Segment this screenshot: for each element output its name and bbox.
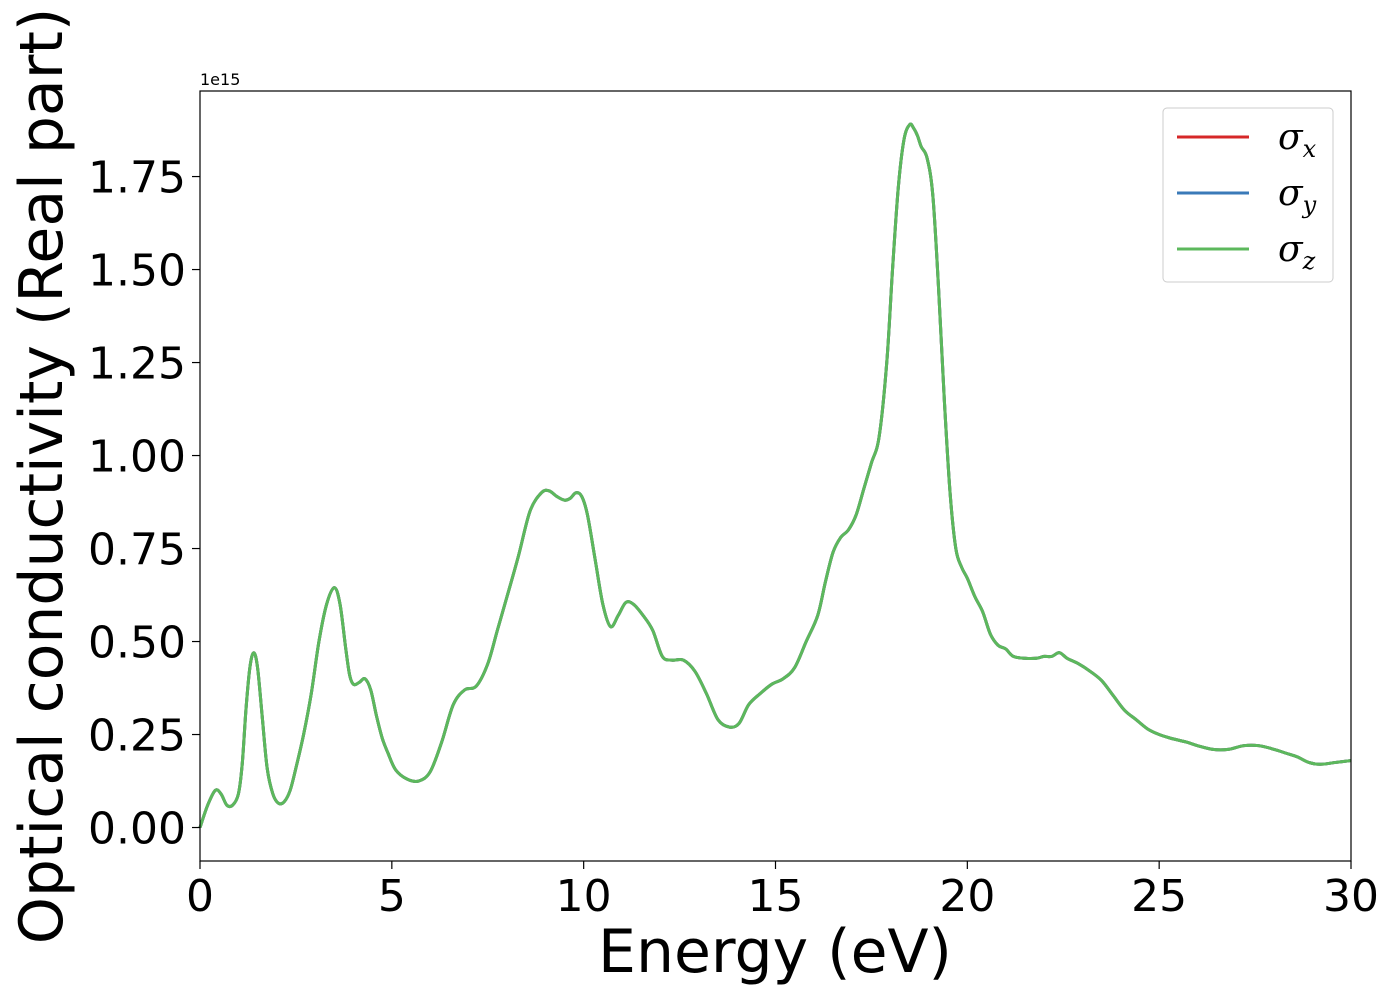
- x-tick-label: 20: [939, 871, 995, 922]
- y-offset-text: 1e15: [200, 70, 240, 89]
- x-tick-label: 25: [1131, 871, 1187, 922]
- legend-label-sigma-z: σz: [1278, 229, 1316, 275]
- legend-label-subscript: y: [1302, 191, 1317, 219]
- x-tick-label: 10: [556, 871, 612, 922]
- x-tick-label: 5: [378, 871, 406, 922]
- series-line-sigma-z: [198, 122, 1352, 829]
- x-tick-label: 0: [186, 871, 214, 922]
- y-tick-label: 1.75: [88, 153, 186, 204]
- x-axis: 0 5 10 15 20 25 30: [186, 861, 1379, 922]
- legend-label-sigma-y: σy: [1278, 173, 1317, 219]
- legend-label-subscript: z: [1302, 247, 1316, 275]
- legend-label-symbol: σ: [1278, 173, 1304, 214]
- y-axis: 0.00 0.25 0.50 0.75 1.00 1.25 1.50 1.75: [88, 153, 200, 855]
- x-tick-label: 30: [1323, 871, 1379, 922]
- legend-label-sigma-x: σx: [1278, 117, 1317, 163]
- y-tick-label: 1.00: [88, 432, 186, 483]
- y-tick-label: 0.50: [88, 618, 186, 669]
- y-tick-label: 0.75: [88, 525, 186, 576]
- y-tick-label: 0.00: [88, 804, 186, 855]
- legend-box: [1162, 107, 1334, 283]
- y-tick-label: 1.50: [88, 246, 186, 297]
- y-tick-label: 1.25: [88, 339, 186, 390]
- series-layer: [198, 122, 1352, 829]
- x-tick-label: 15: [748, 871, 804, 922]
- y-axis-title: Optical conductivity (Real part): [7, 8, 77, 945]
- legend-label-symbol: σ: [1278, 229, 1304, 270]
- y-tick-label: 0.25: [88, 711, 186, 762]
- legend-label-subscript: x: [1303, 135, 1317, 163]
- x-axis-title: Energy (eV): [598, 917, 952, 987]
- legend-label-symbol: σ: [1278, 117, 1304, 158]
